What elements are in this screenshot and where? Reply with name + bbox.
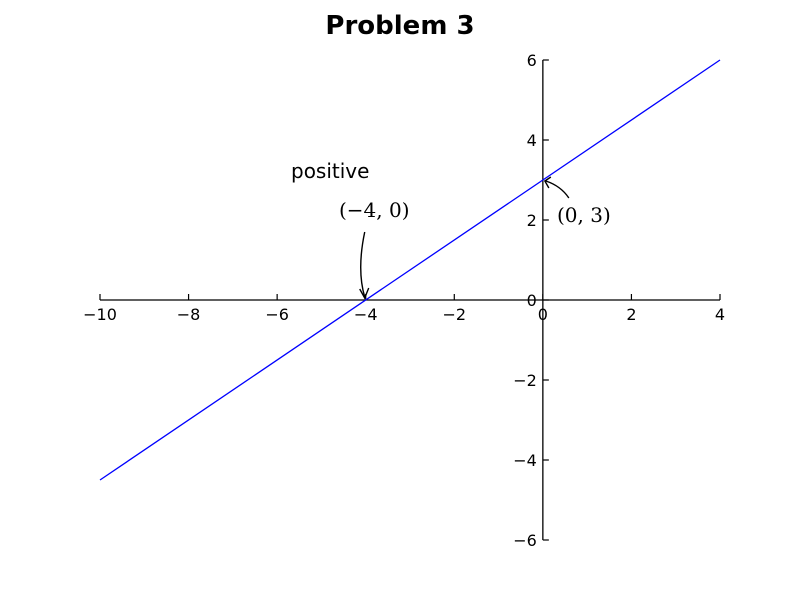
y-tick-label: −4	[513, 451, 537, 470]
y-ticks: −6 −4 −2 0 2 4 6	[513, 51, 549, 550]
annotation-y-intercept-label: (0, 3)	[557, 203, 611, 227]
annotation-x-intercept-arrowhead	[359, 287, 370, 300]
series-line	[99, 59, 721, 481]
x-tick-label: 0	[538, 305, 548, 324]
x-tick-label: −4	[354, 305, 378, 324]
x-ticks: −10 −8 −6 −4 −2 0 2 4	[83, 294, 725, 324]
series-layer	[99, 59, 721, 481]
x-tick-label: −6	[265, 305, 289, 324]
y-tick-label: −6	[513, 531, 537, 550]
annotation-y-intercept-arrow	[545, 180, 570, 199]
x-tick-label: −2	[442, 305, 466, 324]
y-tick-label: 0	[527, 291, 537, 310]
x-tick-label: −10	[83, 305, 117, 324]
positive-label: positive	[291, 159, 369, 183]
x-tick-label: 4	[715, 305, 725, 324]
y-tick-label: 6	[527, 51, 537, 70]
x-tick-label: 2	[626, 305, 636, 324]
annotation-x-intercept-arrow	[360, 231, 366, 298]
annotation-x-intercept-label: (−4, 0)	[339, 198, 410, 222]
y-tick-label: 2	[527, 211, 537, 230]
y-tick-label: −2	[513, 371, 537, 390]
annotation-y-intercept-arrowhead	[543, 176, 552, 189]
y-tick-label: 4	[527, 131, 537, 150]
chart-title: Problem 3	[325, 11, 474, 41]
x-tick-label: −8	[177, 305, 201, 324]
